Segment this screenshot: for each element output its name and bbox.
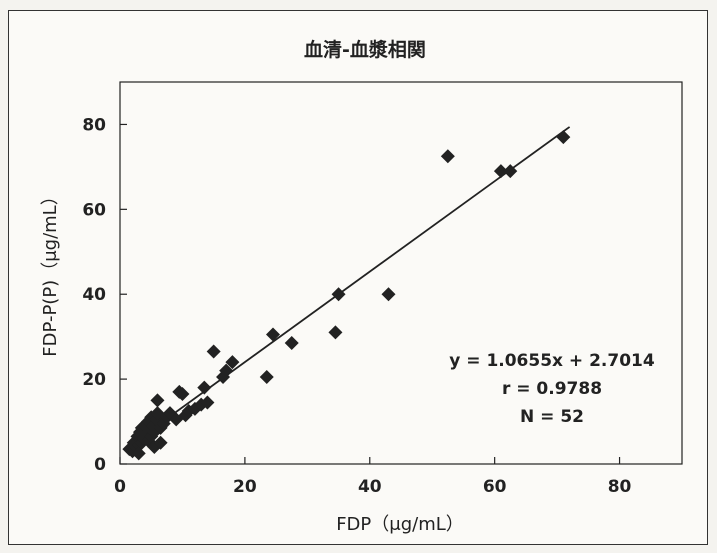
data-point: [381, 287, 396, 302]
y-axis: 0 20 40 60 80: [82, 115, 127, 475]
x-tick-label: 20: [233, 477, 257, 497]
data-point: [265, 327, 280, 342]
y-tick-label: 0: [94, 455, 106, 475]
data-point: [493, 164, 508, 179]
x-tick-label: 40: [358, 477, 382, 497]
plot-area: [119, 81, 683, 465]
y-tick-label: 20: [82, 370, 106, 390]
y-tick-label: 60: [82, 200, 106, 220]
chart-title: 血清-血漿相関: [304, 38, 426, 61]
x-tick-label: 0: [114, 477, 126, 497]
data-point: [328, 325, 343, 340]
y-tick-label: 40: [82, 285, 106, 305]
chart-frame: [8, 10, 708, 545]
data-point: [153, 435, 168, 450]
sample-size: N = 52: [520, 407, 584, 427]
y-axis-label: FDP-P(P)（μg/mL）: [40, 187, 61, 356]
data-point: [440, 149, 455, 164]
data-point: [284, 336, 299, 351]
data-point: [556, 130, 571, 145]
y-tick-label: 80: [82, 115, 106, 135]
regression-equation: y = 1.0655x + 2.7014: [449, 351, 655, 371]
data-point: [219, 363, 234, 378]
x-tick-label: 80: [608, 477, 632, 497]
data-point: [175, 386, 190, 401]
data-point: [200, 395, 215, 410]
data-point: [225, 355, 240, 370]
data-point: [197, 380, 212, 395]
x-axis: 0 20 40 60 80: [114, 457, 632, 497]
data-point: [131, 446, 146, 461]
data-point: [259, 369, 274, 384]
correlation-coefficient: r = 0.9788: [502, 379, 602, 399]
data-point: [150, 393, 165, 408]
x-axis-label: FDP（μg/mL）: [336, 514, 464, 535]
data-point: [503, 164, 518, 179]
data-points: [122, 130, 571, 461]
data-point: [206, 344, 221, 359]
x-tick-label: 60: [483, 477, 507, 497]
data-point: [331, 287, 346, 302]
